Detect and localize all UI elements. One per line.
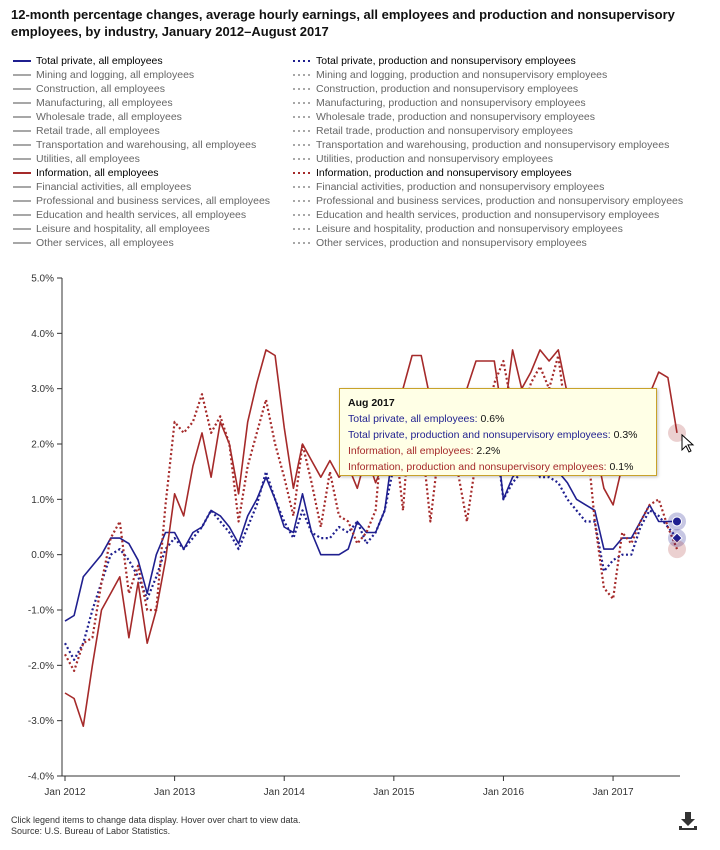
y-tick-label: 0.0%: [31, 550, 54, 561]
y-tick-label: 3.0%: [31, 384, 54, 395]
hover-tooltip: Aug 2017 Total private, all employees: 0…: [339, 388, 657, 476]
footnote-instructions: Click legend items to change data displa…: [11, 815, 301, 825]
y-tick-label: -3.0%: [28, 716, 54, 727]
legend-label: Wholesale trade, production and nonsuper…: [316, 111, 595, 123]
legend-swatch: [11, 139, 33, 151]
legend-label: Manufacturing, production and nonsupervi…: [316, 97, 586, 109]
download-button[interactable]: [677, 810, 699, 832]
legend-label: Construction, production and nonsupervis…: [316, 83, 579, 95]
y-tick-label: 1.0%: [31, 495, 54, 506]
x-tick-label: Jan 2012: [44, 787, 86, 798]
legend-swatch: [291, 237, 313, 249]
legend-swatch: [291, 125, 313, 137]
y-tick-label: 2.0%: [31, 440, 54, 451]
tooltip-row-information-all: Information, all employees: 2.2%: [348, 445, 501, 457]
legend-label: Education and health services, all emplo…: [36, 209, 247, 221]
legend-label: Other services, all employees: [36, 237, 174, 249]
legend-label: Utilities, production and nonsupervisory…: [316, 153, 553, 165]
legend-swatch: [11, 209, 33, 221]
legend-swatch: [11, 69, 33, 81]
legend-swatch: [291, 195, 313, 207]
y-tick-label: 5.0%: [31, 274, 54, 285]
marker-point-0: [672, 516, 682, 527]
legend-swatch: [11, 83, 33, 95]
legend-label: Financial activities, all employees: [36, 181, 192, 193]
legend-swatch: [11, 153, 33, 165]
x-tick-label: Jan 2014: [264, 787, 306, 798]
y-tick-label: -2.0%: [28, 661, 54, 672]
legend-label: Retail trade, production and nonsupervis…: [316, 125, 573, 137]
x-tick-label: Jan 2015: [373, 787, 415, 798]
legend-swatch: [11, 223, 33, 235]
tooltip-row-total-private-all: Total private, all employees: 0.6%: [348, 413, 505, 425]
x-tick-label: Jan 2013: [154, 787, 196, 798]
legend-label: Professional and business services, prod…: [316, 195, 684, 207]
legend-label: Education and health services, productio…: [316, 209, 660, 221]
mouse-cursor-icon: [681, 433, 695, 453]
y-tick-label: 4.0%: [31, 329, 54, 340]
legend-swatch: [11, 55, 33, 67]
series-line-0[interactable]: [64, 398, 677, 622]
legend-swatch: [291, 223, 313, 235]
tooltip-title: Aug 2017: [348, 397, 395, 409]
legend-label: Leisure and hospitality, production and …: [316, 223, 623, 235]
legend-label: Manufacturing, all employees: [36, 97, 173, 109]
legend-swatch: [291, 139, 313, 151]
legend-label: Information, production and nonsuperviso…: [316, 167, 572, 179]
line-chart[interactable]: 5.0% 4.0% 3.0% 2.0% 1.0% 0.0% -1.0% -2.0% -3.0% -…: [0, 262, 720, 810]
legend-label: Professional and business services, all …: [36, 195, 271, 207]
legend-swatch: [11, 181, 33, 193]
footnote: Click legend items to change data displa…: [11, 815, 300, 837]
legend-label: Mining and logging, production and nonsu…: [316, 69, 608, 81]
legend-label: Total private, all employees: [36, 55, 163, 67]
tooltip-row-information-production: Information, production and nonsuperviso…: [348, 461, 634, 473]
legend-swatch: [11, 111, 33, 123]
legend-label: Wholesale trade, all employees: [36, 111, 182, 123]
marker-point-1: [671, 532, 683, 544]
axes: 5.0% 4.0% 3.0% 2.0% 1.0% 0.0% -1.0% -2.0% -3.0% -…: [28, 274, 680, 798]
tooltip-row-total-private-production: Total private, production and nonsupervi…: [348, 429, 638, 441]
legend-swatch: [291, 209, 313, 221]
legend-label: Utilities, all employees: [36, 153, 140, 165]
legend-swatch: [291, 69, 313, 81]
legend-label: Information, all employees: [36, 167, 159, 179]
legend-label: Leisure and hospitality, all employees: [36, 223, 210, 235]
legend-swatch: [291, 153, 313, 165]
legend-label: Total private, production and nonsupervi…: [316, 55, 576, 67]
y-tick-label: -1.0%: [28, 606, 54, 617]
legend-swatch: [291, 167, 313, 179]
chart-title: 12-month percentage changes, average hou…: [11, 7, 675, 39]
legend-swatch: [11, 195, 33, 207]
legend-swatch: [291, 83, 313, 95]
x-tick-label: Jan 2016: [483, 787, 525, 798]
marker-halo-3: [668, 540, 686, 559]
legend-label: Construction, all employees: [36, 83, 165, 95]
legend-label: Mining and logging, all employees: [36, 69, 195, 81]
legend-label: Retail trade, all employees: [36, 125, 160, 137]
legend-swatch: [11, 97, 33, 109]
legend-label: Other services, production and nonsuperv…: [316, 237, 587, 249]
legend-swatch: [291, 111, 313, 123]
legend-label: Financial activities, production and non…: [316, 181, 605, 193]
legend-swatch: [11, 237, 33, 249]
download-icon: [679, 812, 697, 830]
x-tick-label: Jan 2017: [592, 787, 634, 798]
legend-swatch: [291, 55, 313, 67]
legend-label: Transportation and warehousing, all empl…: [36, 139, 257, 151]
mouse-cursor-icon: [681, 433, 695, 453]
legend-label: Transportation and warehousing, producti…: [316, 139, 670, 151]
legend-swatch: [11, 167, 33, 179]
footnote-source: Source: U.S. Bureau of Labor Statistics.: [11, 826, 171, 836]
y-tick-label: -4.0%: [28, 772, 54, 783]
legend-swatch: [291, 97, 313, 109]
legend-swatch: [291, 181, 313, 193]
legend-swatch: [11, 125, 33, 137]
